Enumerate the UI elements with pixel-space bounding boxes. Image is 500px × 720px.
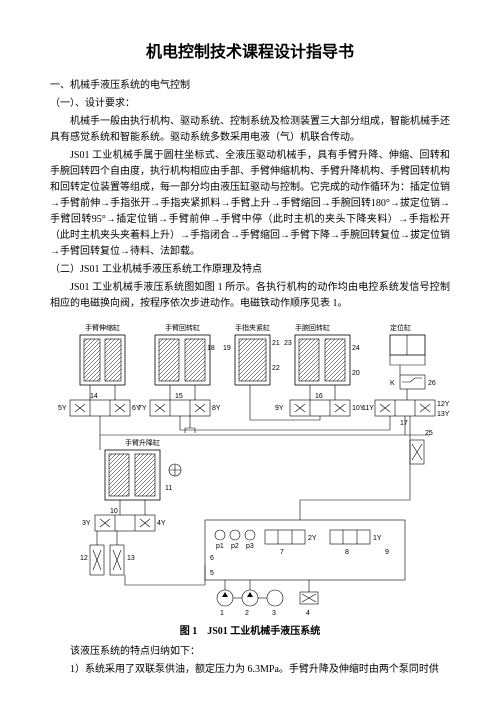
svg-text:2Y: 2Y: [308, 535, 317, 542]
svg-text:13Y: 13Y: [437, 411, 450, 418]
svg-text:p2: p2: [231, 543, 239, 550]
svg-text:4: 4: [306, 610, 310, 617]
cyl-position: [390, 335, 425, 365]
svg-text:22: 22: [272, 365, 280, 372]
svg-text:p1: p1: [216, 543, 224, 550]
label-arm-extend: 手臂伸缩缸: [85, 323, 120, 332]
footnote-intro: 该液压系统的特点归纳如下：: [50, 644, 450, 660]
page-title: 机电控制技术课程设计指导书: [50, 40, 450, 66]
svg-text:14: 14: [90, 393, 98, 400]
svg-text:7Y: 7Y: [138, 405, 147, 412]
svg-text:16: 16: [315, 393, 323, 400]
manifold: 7 2Y 1Y 8 9 p1 p2 p3 6 5: [205, 520, 405, 580]
svg-text:12Y: 12Y: [437, 401, 450, 408]
svg-text:3: 3: [272, 610, 276, 617]
footnote-1: 1）系统采用了双联泵供油，额定压力为 6.3MPa。手臂升降及伸缩时由两个泵同时…: [50, 662, 450, 678]
svg-text:25: 25: [425, 430, 433, 437]
svg-text:15: 15: [175, 393, 183, 400]
svg-text:11: 11: [165, 485, 172, 492]
svg-text:11Y: 11Y: [362, 405, 374, 412]
svg-text:8Y: 8Y: [212, 405, 221, 412]
pumps: 1 2 3 4: [217, 580, 318, 617]
svg-text:3Y: 3Y: [82, 520, 91, 527]
svg-text:5: 5: [210, 570, 214, 577]
side-valves: 12 13: [80, 531, 135, 575]
svg-text:K: K: [390, 380, 395, 387]
svg-text:13: 13: [127, 555, 135, 562]
relief-valve: [410, 440, 424, 464]
svg-text:6: 6: [210, 555, 214, 562]
svg-text:2: 2: [245, 610, 249, 617]
cyl-arm-rotate: 18: [155, 335, 215, 385]
svg-text:p3: p3: [246, 543, 254, 550]
svg-text:1Y: 1Y: [373, 535, 382, 542]
svg-text:1: 1: [220, 610, 224, 617]
svg-text:7: 7: [280, 549, 284, 556]
svg-text:8: 8: [345, 549, 349, 556]
tank-1: [185, 416, 195, 433]
label-wrist-rotate: 手腕回转缸: [295, 323, 330, 332]
svg-text:4Y: 4Y: [157, 520, 166, 527]
svg-text:17: 17: [400, 420, 408, 427]
svg-text:12: 12: [80, 555, 88, 562]
label-position: 定位缸: [390, 323, 411, 332]
section-1-heading: 一、机械手液压系统的电气控制: [50, 78, 450, 94]
svg-text:24: 24: [352, 345, 360, 352]
cyl-arm-extend: [80, 335, 125, 385]
section-1-2-heading: （二）JS01 工业机械手液压系统工作原理及特点: [50, 262, 450, 278]
svg-text:18: 18: [207, 345, 215, 352]
svg-text:23: 23: [284, 340, 292, 347]
cyl-finger: 19 21 22: [223, 335, 280, 385]
section-1-1-heading: （一）、设计要求：: [50, 96, 450, 112]
figure-1-caption: 图 1 JS01 工业机械手液压系统: [50, 624, 450, 640]
svg-text:9: 9: [385, 549, 389, 556]
svg-text:10: 10: [110, 508, 118, 515]
cyl-arm-lift: 11: [105, 450, 181, 500]
label-finger-clamp: 手指夹紧缸: [235, 323, 270, 332]
paragraph-1: 机械手一般由执行机构、驱动系统、控制系统及检测装置三大部分组成，智能机械手还具有…: [50, 114, 450, 146]
svg-text:19: 19: [223, 345, 231, 352]
cyl-wrist: 23 24 20: [284, 335, 360, 385]
valve-row-1: 5Y 14 6Y 7Y 8Y 15 9Y 16 10Y 11Y 12Y 13Y …: [58, 393, 450, 437]
valve-lift: 3Y 10 4Y: [82, 500, 166, 531]
relay-k: K 26: [390, 375, 436, 389]
label-arm-rotate: 手臂回转缸: [165, 323, 200, 332]
paragraph-2: JS01 工业机械手属于圆柱坐标式、全液压驱动机械手，具有手臂升降、伸缩、回转和…: [50, 148, 450, 260]
svg-text:26: 26: [428, 380, 436, 387]
hydraulic-diagram: 手臂伸缩缸 手臂回转缸 手指夹紧缸 手腕回转缸 定位缸 18 19 21 22 …: [50, 320, 450, 620]
paragraph-3: JS01 工业机械手液压系统图如图 1 所示。各执行机构的动作均由电控系统发信号…: [50, 280, 450, 312]
svg-text:21: 21: [272, 340, 280, 347]
label-arm-lift: 手臂升降缸: [125, 438, 160, 447]
svg-text:9Y: 9Y: [275, 405, 284, 412]
svg-text:20: 20: [352, 370, 360, 377]
svg-text:5Y: 5Y: [58, 405, 67, 412]
